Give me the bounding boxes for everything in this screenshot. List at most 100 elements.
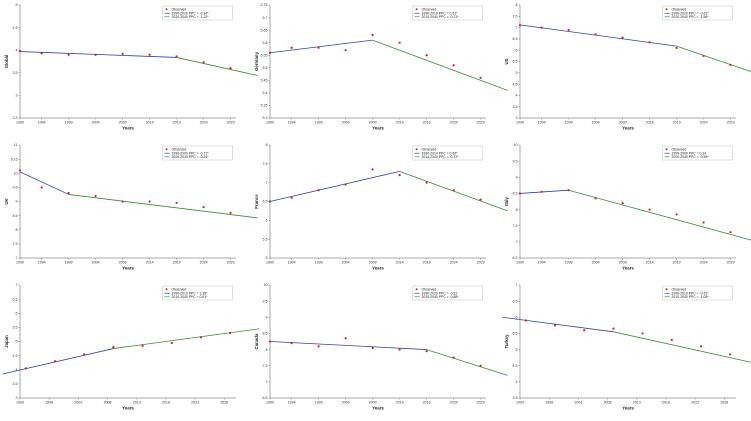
y-tick-label: 8 [516, 3, 518, 7]
x-tick-label: 2019 [423, 121, 431, 125]
y-tick-label: 6.5 [513, 299, 518, 303]
observed-point [518, 192, 522, 195]
y-tick-label: 3.5 [13, 382, 18, 386]
y-tick-label: 8.5 [13, 214, 18, 218]
x-tick-label: 2029 [727, 261, 735, 265]
observed-point [371, 34, 374, 37]
y-tick-label: 6.5 [263, 200, 268, 204]
y-tick-label: 4.5 [13, 26, 18, 30]
x-tick-label: 1994 [38, 121, 46, 125]
y-tick-label: 4 [16, 48, 18, 52]
x-tick-label: 1994 [288, 121, 296, 125]
y-tick-label: 4 [516, 94, 518, 98]
legend-segment-label: 1990-2014 PPC = 0.69* [422, 151, 459, 155]
observed-point [594, 33, 597, 36]
y-tick-label: 5.65 [261, 28, 268, 32]
x-tick-label: 2008 [604, 401, 612, 405]
x-tick-label: 2024 [700, 121, 708, 125]
y-tick-label: 8 [266, 143, 268, 147]
y-tick-label: 7 [16, 256, 18, 260]
observed-point [148, 53, 151, 56]
x-tick-label: 2024 [200, 261, 208, 265]
y-tick-label: 6 [16, 311, 18, 315]
observed-point [567, 189, 570, 192]
trend-segment-1 [519, 189, 569, 194]
y-tick-label: 6.5 [263, 396, 268, 400]
observed-point [425, 350, 428, 353]
y-tick-label: 9.5 [13, 186, 18, 190]
observed-point [175, 55, 178, 58]
chart-panel-japan: 3 3.5 4 4.5 5 5.5 6 6.5 7 1993 1998 2003 2008 2013 201… [2, 283, 260, 411]
y-tick-label: 4.5 [513, 364, 518, 368]
observed-point [479, 364, 482, 367]
y-tick-label: 9 [266, 315, 268, 319]
x-tick-label: 2024 [450, 401, 458, 405]
x-tick-label: 2003 [74, 401, 82, 405]
x-tick-label: 1990 [516, 261, 524, 265]
observed-point [702, 221, 705, 224]
observed-point [344, 337, 347, 340]
trend-segment-2 [568, 189, 751, 241]
chart-panel-canada: 6.5 7 7.5 8 8.5 9 9.5 10 1990 1994 1999 2004 2009 201… [254, 283, 508, 411]
y-tick-label: 3 [16, 396, 18, 400]
x-tick-label: 2009 [369, 261, 377, 265]
y-tick-label: 5.5 [263, 237, 268, 241]
legend-box [412, 145, 483, 161]
x-tick-label: 1994 [288, 401, 296, 405]
observed-point [229, 331, 232, 335]
observed-point [371, 168, 374, 171]
x-tick-label: 2019 [673, 261, 681, 265]
observed-point [398, 174, 401, 177]
legend-observed-label: Observed [672, 287, 687, 291]
x-tick-label: 1999 [565, 121, 573, 125]
x-axis-label: Years [122, 406, 134, 411]
legend-box [162, 5, 233, 21]
observed-point [170, 341, 173, 345]
y-tick-label: 9 [16, 200, 18, 204]
trend-segment-1 [269, 341, 427, 350]
observed-point [317, 46, 320, 49]
y-tick-label: 6 [266, 219, 268, 223]
x-tick-label: 1990 [266, 121, 274, 125]
legend-observed-marker [415, 288, 418, 291]
legend-box [412, 285, 483, 301]
legend-segment-label: 2020-2040 PPC = -1.22* [172, 15, 210, 19]
x-tick-label: 1999 [315, 261, 323, 265]
y-tick-label: 7.5 [13, 242, 18, 246]
y-tick-label: 4.5 [13, 354, 18, 358]
observed-point [202, 61, 205, 64]
legend-observed-label: Observed [422, 287, 437, 291]
observed-point [425, 181, 428, 184]
observed-point [621, 202, 624, 205]
legend-segment-label: 2000-2040 PPC = -0.24* [172, 155, 210, 159]
trend-segment-1 [269, 39, 373, 54]
x-axis-label: Years [372, 126, 384, 131]
y-tick-label: 5.75 [261, 3, 268, 7]
observed-point [141, 344, 144, 347]
y-tick-label: 5 [266, 256, 268, 260]
x-axis-label: Years [122, 266, 134, 271]
observed-point [40, 52, 43, 55]
legend-segment-label: 2020-2040 PPC = -1.56* [672, 15, 710, 19]
trend-segment-2 [176, 57, 258, 76]
y-axis-label: Germany [254, 51, 259, 71]
y-tick-label: 7.5 [263, 364, 268, 368]
observed-point [229, 211, 232, 214]
observed-point [675, 46, 678, 50]
legend-observed-label: Observed [672, 147, 687, 151]
observed-point [317, 189, 320, 192]
legend-box [162, 285, 233, 301]
observed-point [452, 356, 455, 359]
observed-point [290, 342, 293, 345]
x-tick-label: 2029 [727, 121, 735, 125]
y-tick-label: 7.5 [513, 224, 518, 228]
observed-point [94, 53, 97, 56]
y-tick-label: 5.5 [263, 66, 268, 70]
x-tick-label: 1998 [45, 401, 53, 405]
y-tick-label: 8 [516, 208, 518, 212]
x-tick-label: 2013 [633, 401, 641, 405]
x-tick-label: 2029 [477, 401, 485, 405]
chart-panel-global: 2.5 3 3.5 4 4.5 5 1990 1994 1999 2004 2009 2014 2019… [4, 3, 258, 131]
y-tick-label: 4.5 [513, 82, 518, 86]
